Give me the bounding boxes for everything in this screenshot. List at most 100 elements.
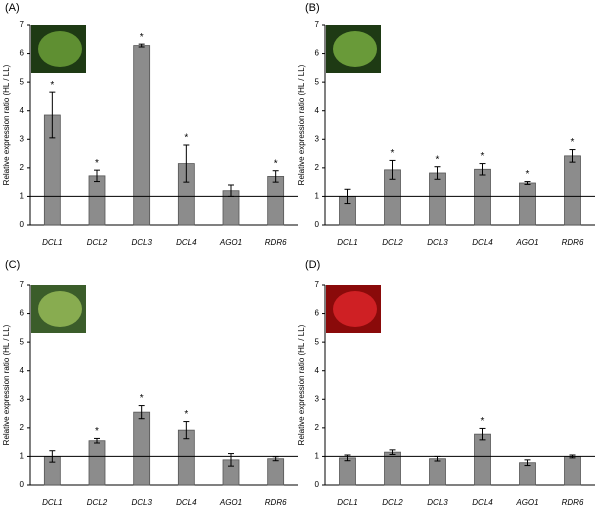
y-tick-label: 3 bbox=[20, 134, 25, 143]
bar bbox=[564, 155, 581, 226]
error-bar bbox=[183, 144, 190, 183]
bar bbox=[267, 176, 285, 226]
x-tick-label: DCL1 bbox=[337, 238, 357, 247]
panel-label: (A) bbox=[5, 2, 20, 14]
x-tick-label: DCL3 bbox=[131, 498, 152, 507]
x-tick-label: AGO1 bbox=[515, 498, 538, 507]
y-axis-label: Relative expression ratio (HL / LL) bbox=[297, 324, 306, 445]
x-tick-label: AGO1 bbox=[219, 498, 242, 507]
inset-photo bbox=[326, 285, 381, 333]
x-tick-label: AGO1 bbox=[515, 238, 538, 247]
significance-mark: * bbox=[274, 158, 278, 169]
x-tick-label: DCL4 bbox=[472, 238, 493, 247]
x-tick-label: DCL4 bbox=[472, 498, 493, 507]
error-bar bbox=[434, 166, 441, 180]
error-bar bbox=[49, 91, 56, 139]
significance-mark: * bbox=[481, 416, 485, 427]
significance-mark: * bbox=[140, 393, 144, 404]
y-axis-label: Relative expression ratio (HL / LL) bbox=[2, 64, 11, 185]
error-bar bbox=[228, 453, 234, 467]
error-bar bbox=[389, 449, 396, 455]
inset-photo bbox=[326, 25, 381, 73]
bar bbox=[88, 175, 106, 226]
bar bbox=[267, 458, 285, 486]
error-bar bbox=[524, 181, 531, 185]
bar bbox=[339, 457, 356, 486]
significance-mark: * bbox=[140, 32, 144, 43]
error-bar bbox=[272, 170, 279, 183]
error-bar bbox=[183, 421, 190, 440]
x-tick-label: DCL4 bbox=[176, 498, 197, 507]
x-tick-label: DCL1 bbox=[42, 238, 62, 247]
significance-mark: * bbox=[184, 409, 188, 420]
significance-mark: * bbox=[50, 80, 54, 91]
bar bbox=[564, 456, 581, 486]
y-tick-label: 2 bbox=[20, 163, 25, 172]
y-tick-label: 4 bbox=[315, 106, 320, 115]
y-tick-label: 3 bbox=[20, 394, 25, 403]
y-tick-label: 0 bbox=[315, 480, 320, 489]
y-tick-label: 7 bbox=[20, 280, 25, 289]
inset-photo-leaf bbox=[38, 291, 82, 327]
x-tick-label: RDR6 bbox=[265, 498, 287, 507]
significance-mark: * bbox=[95, 158, 99, 169]
y-tick-label: 0 bbox=[20, 480, 25, 489]
y-tick-label: 4 bbox=[20, 366, 25, 375]
error-bar bbox=[138, 43, 145, 48]
y-tick-label: 7 bbox=[315, 280, 320, 289]
x-tick-label: DCL3 bbox=[427, 238, 448, 247]
x-tick-label: DCL2 bbox=[382, 238, 403, 247]
error-bar bbox=[524, 459, 531, 467]
x-tick-label: DCL3 bbox=[131, 238, 152, 247]
y-tick-label: 2 bbox=[315, 163, 320, 172]
inset-photo-leaf bbox=[333, 291, 377, 327]
error-bar bbox=[479, 427, 486, 441]
y-tick-label: 4 bbox=[20, 106, 25, 115]
significance-mark: * bbox=[184, 133, 188, 144]
y-tick-label: 1 bbox=[20, 452, 25, 461]
x-tick-label: DCL2 bbox=[87, 238, 108, 247]
bar bbox=[474, 168, 491, 226]
x-tick-label: RDR6 bbox=[562, 498, 584, 507]
significance-mark: * bbox=[391, 148, 395, 159]
y-tick-label: 6 bbox=[20, 49, 25, 58]
error-bar bbox=[94, 169, 100, 183]
error-bar bbox=[569, 149, 576, 163]
inset-photo bbox=[31, 25, 86, 73]
y-tick-label: 1 bbox=[315, 452, 320, 461]
y-axis-label: Relative expression ratio (HL / LL) bbox=[2, 324, 11, 445]
panel-label: (B) bbox=[305, 2, 320, 14]
x-tick-label: DCL2 bbox=[382, 498, 403, 507]
significance-mark: * bbox=[526, 169, 530, 180]
y-tick-label: 5 bbox=[20, 77, 25, 86]
x-tick-label: RDR6 bbox=[265, 238, 287, 247]
bar bbox=[133, 411, 151, 486]
significance-mark: * bbox=[95, 426, 99, 437]
y-tick-label: 6 bbox=[20, 309, 25, 318]
bar bbox=[474, 433, 491, 486]
y-tick-label: 2 bbox=[315, 423, 320, 432]
x-tick-label: DCL1 bbox=[42, 498, 62, 507]
y-tick-label: 5 bbox=[20, 337, 25, 346]
bar bbox=[384, 451, 401, 486]
bar bbox=[88, 440, 106, 486]
error-bar bbox=[479, 163, 486, 176]
bar bbox=[429, 458, 446, 486]
x-tick-label: AGO1 bbox=[219, 238, 242, 247]
panel-label: (C) bbox=[5, 259, 20, 271]
significance-mark: * bbox=[571, 137, 575, 148]
y-tick-label: 4 bbox=[315, 366, 320, 375]
error-bar bbox=[94, 437, 100, 444]
significance-mark: * bbox=[481, 151, 485, 162]
y-tick-label: 0 bbox=[20, 220, 25, 229]
y-tick-label: 5 bbox=[315, 77, 320, 86]
y-tick-label: 1 bbox=[20, 192, 25, 201]
x-tick-label: DCL2 bbox=[87, 498, 108, 507]
y-tick-label: 7 bbox=[315, 20, 320, 29]
x-tick-label: RDR6 bbox=[562, 238, 584, 247]
x-tick-label: DCL4 bbox=[176, 238, 197, 247]
x-tick-label: DCL3 bbox=[427, 498, 448, 507]
x-tick-label: DCL1 bbox=[337, 498, 357, 507]
panel-label: (D) bbox=[305, 259, 320, 271]
bar bbox=[429, 172, 446, 226]
